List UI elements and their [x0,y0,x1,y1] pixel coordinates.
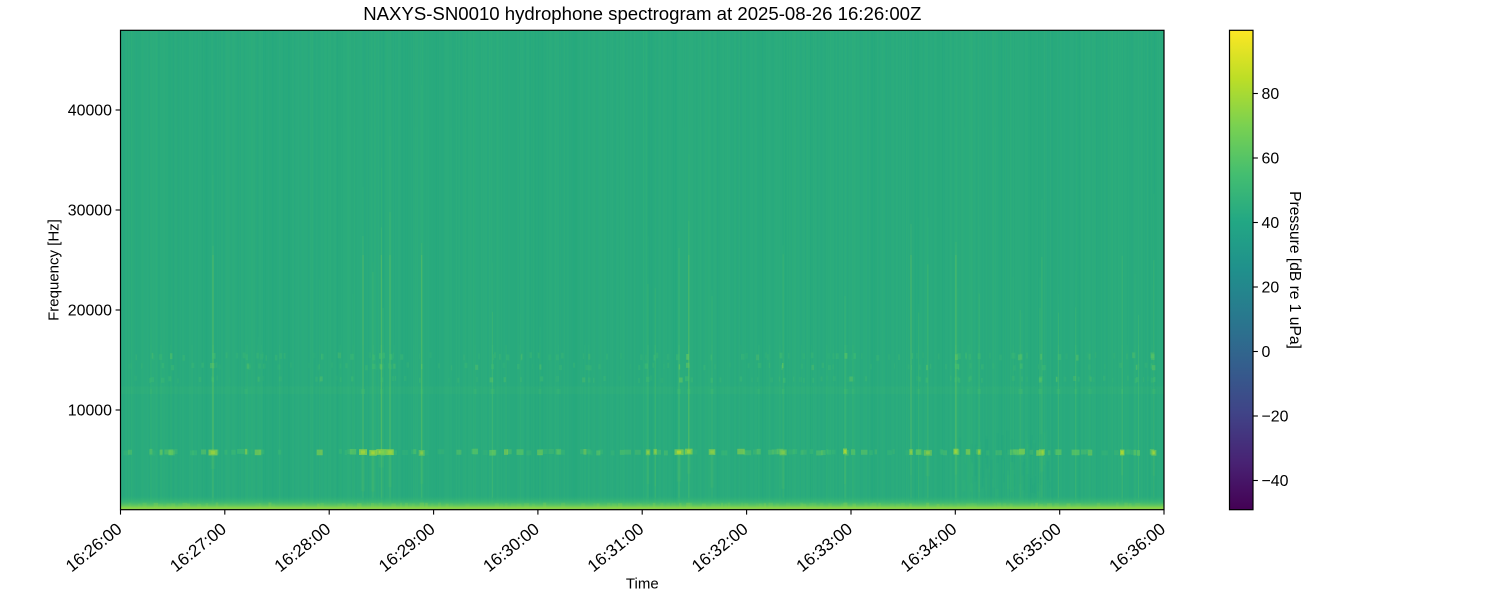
svg-text:NAXYS-SN0010 hydrophone spectr: NAXYS-SN0010 hydrophone spectrogram at 2… [363,3,921,24]
svg-text:−40: −40 [1262,473,1289,490]
svg-text:−20: −20 [1262,409,1289,426]
svg-text:16:34:00: 16:34:00 [897,519,960,575]
svg-text:16:35:00: 16:35:00 [1001,519,1064,575]
svg-text:20: 20 [1262,280,1280,297]
svg-text:16:31:00: 16:31:00 [584,519,647,575]
svg-text:16:28:00: 16:28:00 [271,519,334,575]
svg-text:80: 80 [1262,86,1280,103]
svg-text:16:27:00: 16:27:00 [166,519,229,575]
svg-text:40000: 40000 [68,103,112,120]
svg-text:0: 0 [1262,344,1271,361]
svg-text:16:26:00: 16:26:00 [62,519,125,575]
svg-text:Pressure [dB re 1 uPa]: Pressure [dB re 1 uPa] [1286,191,1303,349]
svg-text:Frequency [Hz]: Frequency [Hz] [46,219,63,321]
svg-text:60: 60 [1262,151,1280,168]
svg-text:16:29:00: 16:29:00 [375,519,438,575]
svg-text:16:30:00: 16:30:00 [480,519,543,575]
svg-text:30000: 30000 [68,203,112,220]
svg-text:16:32:00: 16:32:00 [688,519,751,575]
svg-text:10000: 10000 [68,403,112,420]
svg-text:Time: Time [626,576,659,593]
svg-text:40: 40 [1262,215,1280,232]
svg-text:20000: 20000 [68,303,112,320]
svg-text:16:33:00: 16:33:00 [793,519,856,575]
svg-text:16:36:00: 16:36:00 [1106,519,1169,575]
